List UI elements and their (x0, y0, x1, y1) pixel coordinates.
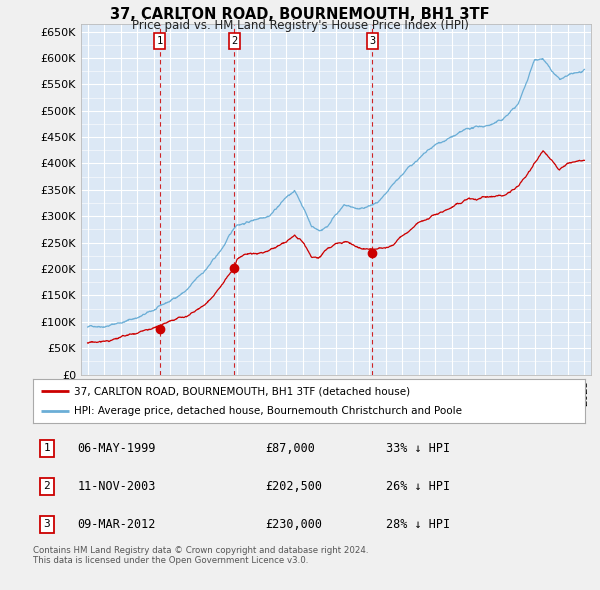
Text: 1: 1 (157, 36, 163, 46)
Text: 26% ↓ HPI: 26% ↓ HPI (386, 480, 451, 493)
Text: 37, CARLTON ROAD, BOURNEMOUTH, BH1 3TF: 37, CARLTON ROAD, BOURNEMOUTH, BH1 3TF (110, 7, 490, 22)
Text: 33% ↓ HPI: 33% ↓ HPI (386, 442, 451, 455)
Text: 09-MAR-2012: 09-MAR-2012 (77, 518, 155, 531)
Text: Contains HM Land Registry data © Crown copyright and database right 2024.
This d: Contains HM Land Registry data © Crown c… (33, 546, 368, 565)
Text: 28% ↓ HPI: 28% ↓ HPI (386, 518, 451, 531)
Text: £202,500: £202,500 (265, 480, 322, 493)
Text: 06-MAY-1999: 06-MAY-1999 (77, 442, 155, 455)
Text: Price paid vs. HM Land Registry's House Price Index (HPI): Price paid vs. HM Land Registry's House … (131, 19, 469, 32)
Text: £87,000: £87,000 (265, 442, 315, 455)
Text: 3: 3 (369, 36, 376, 46)
Text: HPI: Average price, detached house, Bournemouth Christchurch and Poole: HPI: Average price, detached house, Bour… (74, 406, 463, 415)
Text: 1: 1 (43, 444, 50, 454)
Text: £230,000: £230,000 (265, 518, 322, 531)
Text: 37, CARLTON ROAD, BOURNEMOUTH, BH1 3TF (detached house): 37, CARLTON ROAD, BOURNEMOUTH, BH1 3TF (… (74, 386, 410, 396)
Text: 2: 2 (43, 481, 50, 491)
Text: 2: 2 (231, 36, 238, 46)
Text: 3: 3 (43, 519, 50, 529)
Text: 11-NOV-2003: 11-NOV-2003 (77, 480, 155, 493)
